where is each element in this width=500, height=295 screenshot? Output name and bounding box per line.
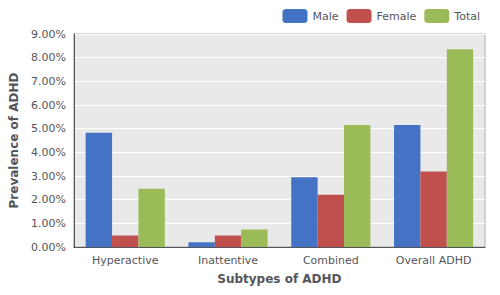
svg-text:9.00%: 9.00% — [31, 28, 66, 41]
svg-text:Subtypes of ADHD: Subtypes of ADHD — [217, 272, 341, 286]
svg-text:8.00%: 8.00% — [31, 51, 66, 64]
svg-text:Hyperactive: Hyperactive — [92, 254, 159, 267]
svg-text:4.00%: 4.00% — [31, 146, 66, 159]
svg-text:2.00%: 2.00% — [31, 193, 66, 206]
svg-text:Inattentive: Inattentive — [198, 254, 258, 267]
svg-text:3.00%: 3.00% — [31, 170, 66, 183]
svg-text:Male: Male — [312, 10, 338, 23]
svg-text:5.00%: 5.00% — [31, 122, 66, 135]
svg-text:Total: Total — [453, 10, 480, 23]
svg-text:Overall ADHD: Overall ADHD — [396, 254, 472, 267]
svg-text:1.00%: 1.00% — [31, 217, 66, 230]
svg-text:Female: Female — [377, 10, 417, 23]
svg-text:Combined: Combined — [303, 254, 359, 267]
svg-text:6.00%: 6.00% — [31, 99, 66, 112]
svg-text:0.00%: 0.00% — [31, 241, 66, 254]
svg-text:Prevalence of ADHD: Prevalence of ADHD — [7, 73, 21, 209]
svg-text:7.00%: 7.00% — [31, 75, 66, 88]
